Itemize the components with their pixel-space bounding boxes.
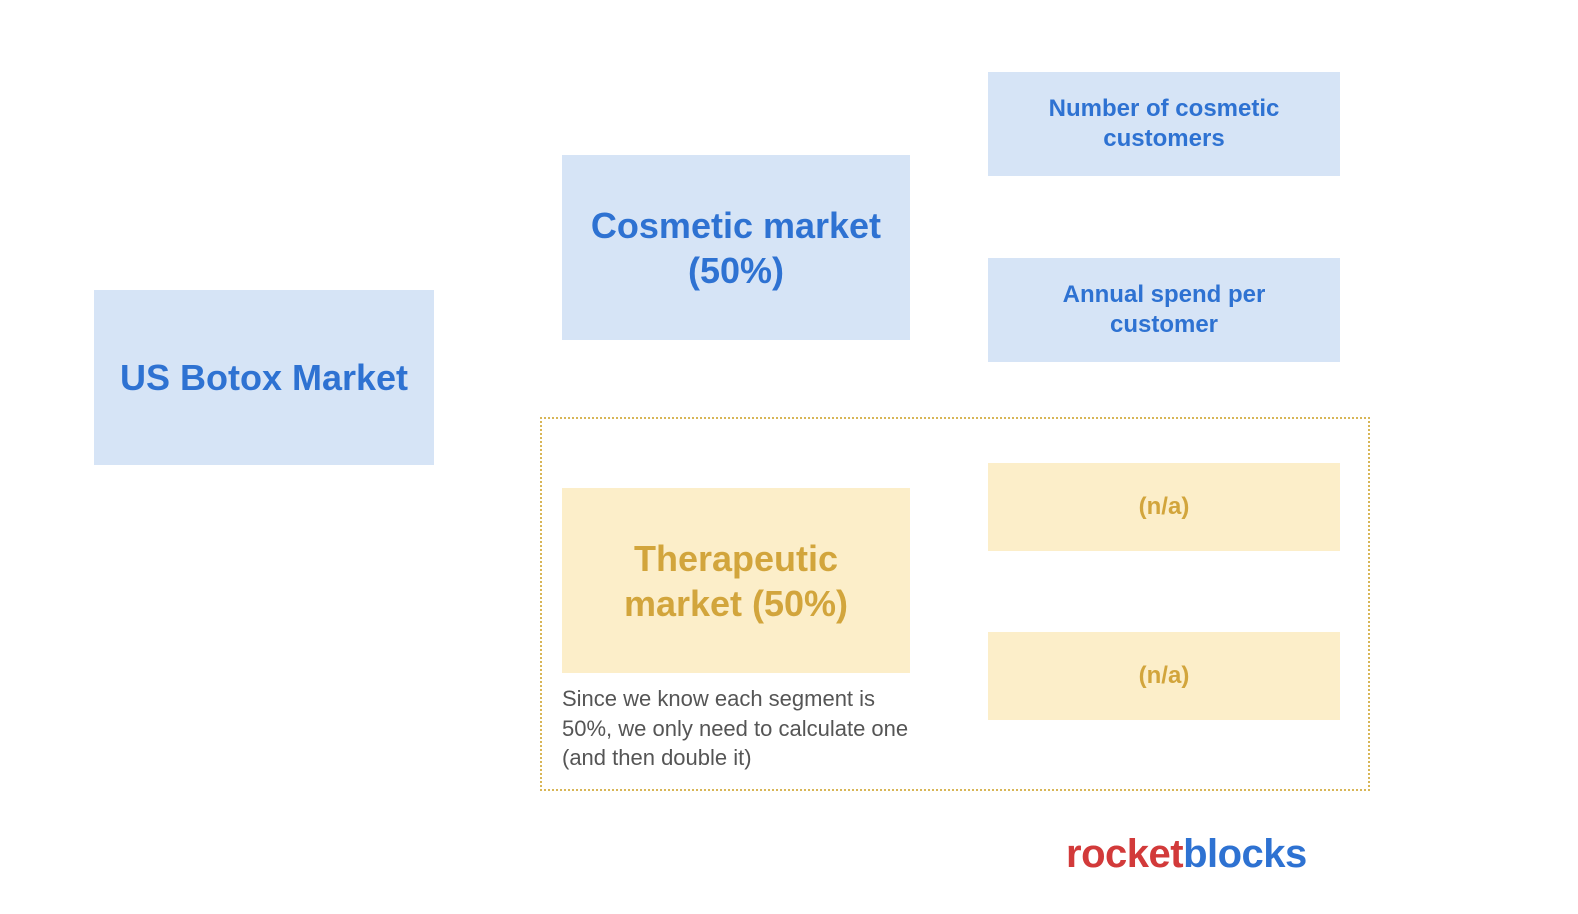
logo-part-rocket: rocket	[1066, 832, 1183, 876]
therapeutic-note-label: Since we know each segment is 50%, we on…	[562, 686, 908, 770]
therapeutic-sub-box-2: (n/a)	[988, 632, 1340, 720]
cosmetic-market-box: Cosmetic market (50%)	[562, 155, 910, 340]
therapeutic-sub-box-1: (n/a)	[988, 463, 1340, 551]
cosmetic-market-label: Cosmetic market (50%)	[582, 203, 890, 293]
therapeutic-sub-label-2: (n/a)	[1139, 661, 1190, 691]
root-market-label: US Botox Market	[120, 355, 408, 400]
therapeutic-note-text: Since we know each segment is 50%, we on…	[562, 684, 910, 773]
therapeutic-market-box: Therapeutic market (50%)	[562, 488, 910, 673]
root-market-box: US Botox Market	[94, 290, 434, 465]
logo-part-blocks: blocks	[1183, 832, 1307, 876]
rocketblocks-logo: rocketblocks	[1066, 832, 1307, 877]
cosmetic-sub-box-customers: Number of cosmetic customers	[988, 72, 1340, 176]
cosmetic-sub-label-customers: Number of cosmetic customers	[1008, 94, 1320, 154]
therapeutic-market-label: Therapeutic market (50%)	[582, 536, 890, 626]
cosmetic-sub-box-spend: Annual spend per customer	[988, 258, 1340, 362]
cosmetic-sub-label-spend: Annual spend per customer	[1008, 280, 1320, 340]
therapeutic-sub-label-1: (n/a)	[1139, 492, 1190, 522]
